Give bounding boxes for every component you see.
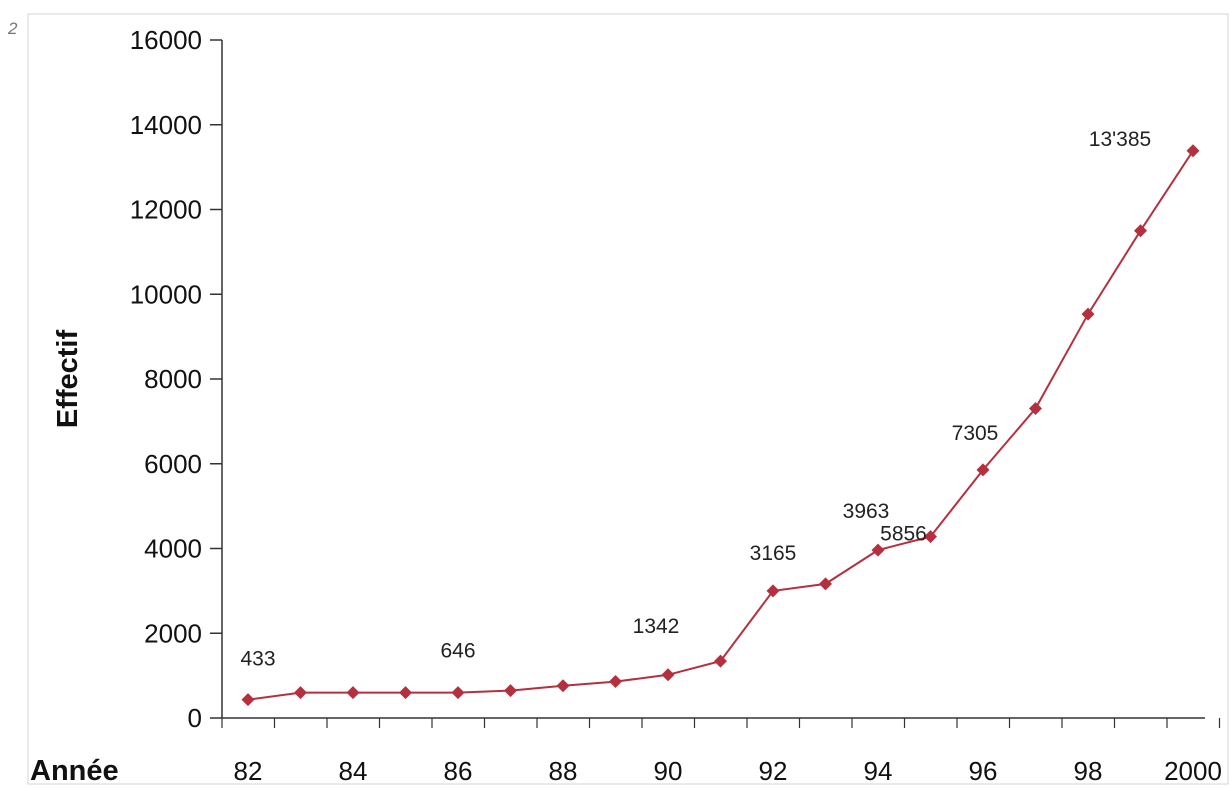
x-tick-label: 86 (444, 756, 473, 786)
data-point-marker (766, 584, 780, 598)
data-point-marker (294, 686, 307, 700)
y-tick-label: 2000 (144, 618, 202, 648)
data-point-marker (1186, 144, 1200, 158)
page-number: 2 (7, 19, 18, 38)
data-point-marker (1029, 401, 1042, 415)
data-point-marker (399, 686, 412, 700)
x-tick-label: 96 (969, 756, 998, 786)
data-label: 433 (240, 648, 275, 671)
x-tick-label: 2000 (1164, 756, 1222, 786)
y-tick-label: 12000 (130, 195, 202, 225)
data-point-marker (871, 543, 885, 557)
y-tick-label: 4000 (144, 534, 202, 564)
y-tick-label: 0 (188, 703, 202, 733)
data-label: 3165 (750, 542, 797, 565)
data-point-marker (504, 684, 517, 698)
x-tick-label: 94 (864, 756, 893, 786)
x-tick-label: 90 (654, 756, 683, 786)
x-tick-label: 92 (759, 756, 788, 786)
x-tick-label: 84 (339, 756, 368, 786)
data-point-marker (714, 654, 727, 668)
data-point-marker (451, 686, 465, 700)
data-point-marker (346, 686, 360, 700)
x-tick-label: 98 (1074, 756, 1103, 786)
data-point-marker (661, 668, 675, 682)
y-axis-ticks: 0 2000 4000 6000 8000 10000 12000 14000 16000 (130, 25, 222, 733)
y-tick-label: 16000 (130, 25, 202, 55)
data-label: 1342 (633, 615, 680, 638)
data-label: 3963 (843, 500, 890, 523)
y-tick-label: 6000 (144, 449, 202, 479)
data-label: 7305 (952, 422, 999, 445)
x-tick-label: 82 (234, 756, 263, 786)
data-point-marker (1081, 307, 1095, 321)
chart-frame (27, 13, 1229, 785)
data-label: 646 (440, 640, 475, 663)
data-point-marker (609, 675, 622, 689)
data-point-marker (556, 679, 570, 693)
y-tick-label: 14000 (130, 110, 202, 140)
data-point-marker (819, 577, 832, 591)
x-axis-ticks: 82 84 86 88 90 92 94 96 98 2000 (221, 718, 1222, 786)
data-point-marker (241, 693, 255, 707)
data-label: 13'385 (1089, 128, 1151, 151)
y-tick-label: 10000 (130, 279, 202, 309)
data-point-marker (924, 530, 937, 544)
x-axis-title: Année (30, 755, 119, 787)
data-point-marker (1134, 224, 1147, 238)
data-point-marker (976, 463, 990, 477)
y-axis-title: Effectif (52, 330, 84, 429)
x-tick-label: 88 (549, 756, 578, 786)
y-tick-label: 8000 (144, 364, 202, 394)
data-label: 5856 (880, 523, 927, 546)
series-group (241, 144, 1200, 707)
